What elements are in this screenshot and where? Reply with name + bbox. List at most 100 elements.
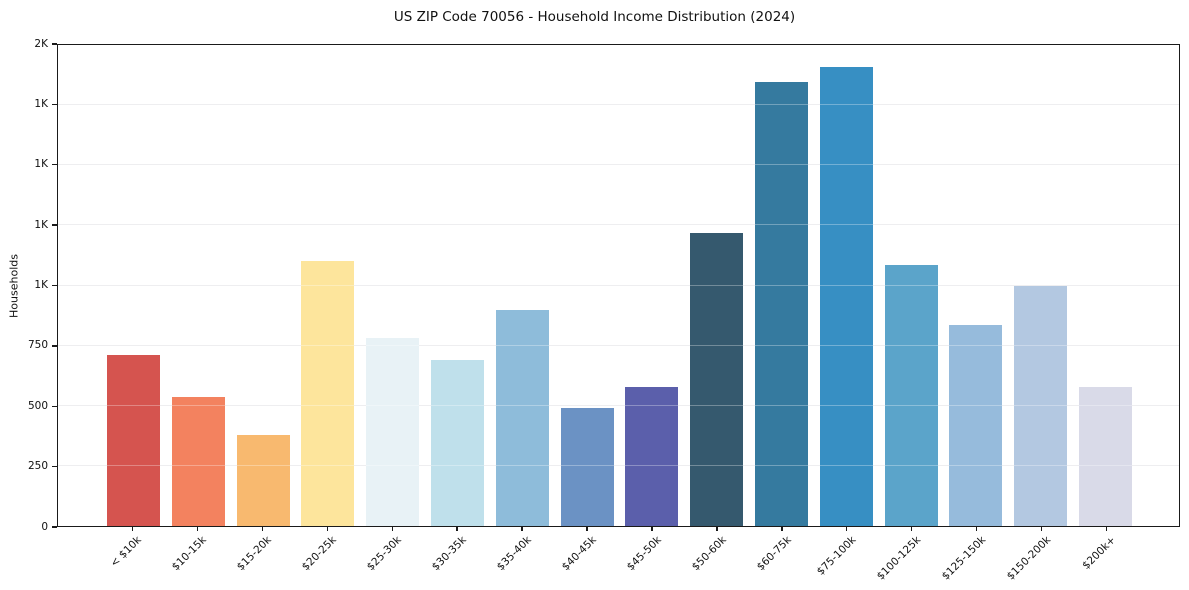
x-tick-mark bbox=[456, 527, 458, 531]
y-tick-mark bbox=[52, 526, 57, 528]
y-tick-mark bbox=[52, 43, 57, 45]
x-tick-mark bbox=[716, 527, 718, 531]
x-tick-label: $15-20k bbox=[234, 534, 274, 574]
bar-slot bbox=[1008, 45, 1073, 526]
x-tick-label: $40-45k bbox=[559, 534, 599, 574]
bar-35-40k bbox=[495, 309, 549, 526]
gridline bbox=[58, 404, 1179, 406]
chart-title: US ZIP Code 70056 - Household Income Dis… bbox=[393, 9, 796, 25]
bar-slot bbox=[425, 45, 490, 526]
x-tick-label: $10-15k bbox=[169, 534, 209, 574]
y-tick-mark bbox=[52, 405, 57, 407]
y-tick-mark bbox=[52, 465, 57, 468]
y-tick-label: 750 bbox=[27, 339, 48, 352]
bar-slot bbox=[1073, 45, 1138, 526]
bar-15-20k bbox=[236, 434, 290, 526]
bar-slot bbox=[944, 45, 1009, 526]
y-tick-mark bbox=[52, 284, 57, 287]
bar-75-100k bbox=[819, 66, 873, 526]
x-tick-label: $100-125k bbox=[874, 534, 924, 583]
x-tick-label: $60-75k bbox=[754, 534, 794, 574]
bar-slot bbox=[101, 45, 166, 526]
x-tick-mark bbox=[1040, 527, 1043, 531]
bar-60-75k bbox=[755, 82, 809, 526]
x-tick-mark bbox=[1105, 527, 1108, 531]
x-tick-label: < $10k bbox=[108, 534, 144, 570]
bar-slot bbox=[879, 45, 944, 526]
y-tick-label: 250 bbox=[27, 460, 48, 473]
gridline-overlay bbox=[58, 464, 1179, 466]
x-tick-mark bbox=[781, 527, 783, 531]
x-tick-mark bbox=[975, 527, 978, 531]
gridline-overlay bbox=[58, 104, 1179, 106]
x-tick-mark bbox=[651, 527, 653, 531]
y-tick-mark bbox=[52, 224, 57, 226]
bar-150-200k bbox=[1014, 285, 1068, 526]
gridline-overlay bbox=[58, 164, 1179, 166]
y-tick-label: 1K bbox=[34, 158, 48, 171]
gridline-overlay bbox=[58, 344, 1179, 346]
x-tick-label: $125-150k bbox=[939, 534, 989, 583]
x-tick-label: $45-50k bbox=[624, 534, 664, 574]
x-tick-label: $75-100k bbox=[814, 534, 859, 578]
gridline bbox=[58, 464, 1179, 466]
bar-200k bbox=[1079, 386, 1133, 526]
y-tick-mark bbox=[52, 345, 57, 347]
x-tick-mark bbox=[196, 527, 199, 531]
bar-125-150k bbox=[949, 325, 1003, 526]
x-tick-label: $25-30k bbox=[364, 534, 404, 574]
bar-slot bbox=[749, 45, 814, 526]
x-tick-mark bbox=[911, 527, 913, 531]
gridline-overlay bbox=[58, 284, 1179, 286]
y-tick-label: 1K bbox=[34, 218, 48, 231]
x-tick-label: $200k+ bbox=[1080, 534, 1119, 572]
y-tick-mark bbox=[52, 164, 57, 166]
bar-slot bbox=[620, 45, 685, 526]
bar-slot bbox=[490, 45, 555, 526]
bar-25-30k bbox=[366, 338, 420, 526]
y-tick-label: 1K bbox=[34, 97, 48, 110]
x-tick-mark bbox=[586, 527, 588, 531]
bar-slot bbox=[360, 45, 425, 526]
x-tick-mark bbox=[521, 527, 523, 531]
gridline bbox=[58, 164, 1179, 166]
gridline bbox=[58, 344, 1179, 346]
y-tick-label: 1K bbox=[34, 279, 48, 291]
bar-slot bbox=[555, 45, 620, 526]
gridline-overlay bbox=[58, 404, 1179, 406]
x-tick-mark bbox=[391, 527, 393, 531]
x-tick-mark bbox=[846, 527, 848, 531]
bar-slot bbox=[166, 45, 231, 526]
bars-layer bbox=[58, 45, 1179, 526]
bar-10-15k bbox=[171, 397, 225, 526]
gridline bbox=[58, 284, 1179, 286]
plot-area bbox=[57, 44, 1180, 527]
bar-50-60k bbox=[690, 232, 744, 526]
bar-slot bbox=[231, 45, 296, 526]
x-tick-mark bbox=[131, 527, 134, 531]
bar-20-25k bbox=[301, 261, 355, 526]
bar-30-35k bbox=[430, 360, 484, 526]
bar-100-125k bbox=[884, 265, 938, 526]
x-tick-label: $20-25k bbox=[299, 534, 339, 574]
bar-10k bbox=[106, 355, 160, 526]
x-tick-mark bbox=[261, 527, 264, 531]
y-tick-label: 0 bbox=[41, 520, 48, 533]
y-tick-label: 2K bbox=[34, 37, 48, 50]
bar-slot bbox=[814, 45, 879, 526]
bar-slot bbox=[295, 45, 360, 526]
y-tick-label: 500 bbox=[27, 399, 48, 412]
x-tick-label: $35-40k bbox=[494, 534, 534, 574]
gridline-overlay bbox=[58, 224, 1179, 226]
gridline bbox=[58, 104, 1179, 106]
bar-slot bbox=[684, 45, 749, 526]
bar-45-50k bbox=[625, 386, 679, 526]
x-tick-label: $150-200k bbox=[1004, 534, 1054, 583]
y-tick-mark bbox=[52, 103, 57, 106]
x-tick-label: $30-35k bbox=[429, 534, 469, 574]
gridline bbox=[58, 224, 1179, 226]
x-tick-label: $50-60k bbox=[689, 534, 729, 574]
bar-40-45k bbox=[560, 408, 614, 526]
x-tick-mark bbox=[326, 527, 328, 531]
